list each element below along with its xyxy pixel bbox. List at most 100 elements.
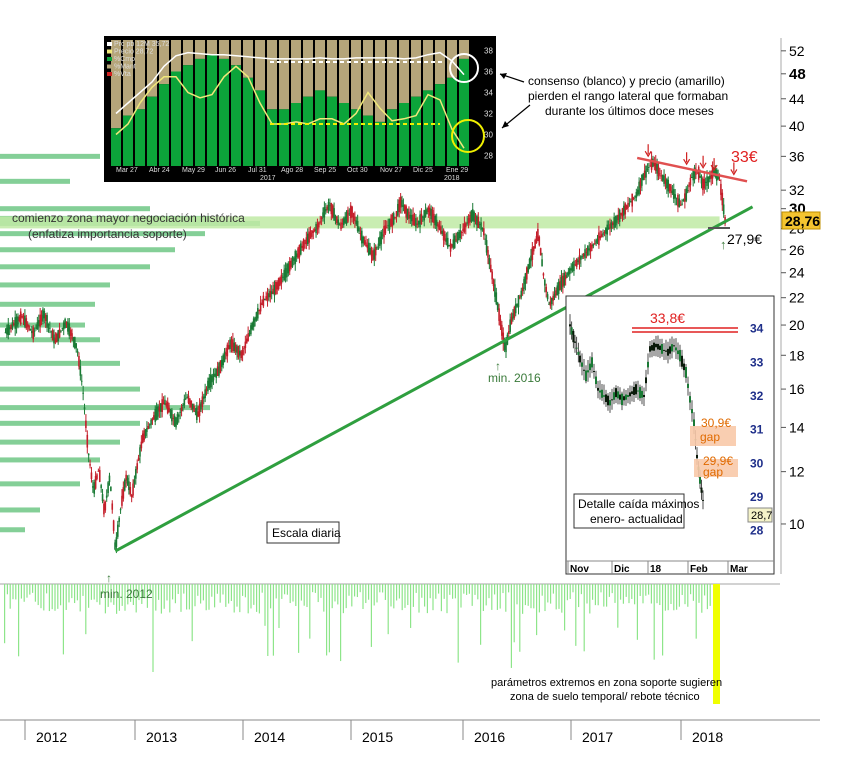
volume-bar: [452, 584, 454, 599]
price-candle-body: [477, 216, 480, 229]
price-candle-body: [186, 396, 188, 398]
price-candle-body: [179, 411, 181, 413]
inset-hold-bar: [279, 40, 289, 110]
price-candle-body: [194, 411, 197, 413]
price-candle-body: [254, 317, 256, 322]
price-candle-body: [417, 221, 420, 225]
price-candle-body: [641, 174, 643, 186]
price-candle-body: [236, 346, 238, 354]
volume-bar: [412, 584, 414, 607]
detail-x-tick: 18: [650, 564, 662, 575]
price-candle-body: [563, 272, 566, 286]
detail-x-tick: Dic: [614, 564, 630, 575]
volume-profile-bar: [0, 527, 25, 533]
volume-bar: [65, 584, 67, 610]
min-2016-label: min. 2016: [488, 371, 541, 385]
price-candle-body: [494, 284, 496, 297]
price-candle-body: [261, 303, 263, 305]
price-candle-body: [157, 406, 159, 417]
volume-bar: [102, 584, 104, 594]
volume-bar: [393, 584, 395, 609]
detail-candle-body: [696, 454, 698, 459]
volume-bar: [110, 584, 112, 603]
price-candle-body: [171, 409, 173, 422]
price-candle-body: [456, 232, 459, 243]
price-candle-body: [718, 179, 721, 181]
price-candle-body: [516, 303, 518, 307]
volume-bar: [508, 584, 510, 593]
price-candle-body: [85, 420, 87, 429]
volume-bar: [267, 584, 269, 656]
price-candle-body: [326, 206, 328, 210]
volume-bar: [174, 584, 176, 604]
price-candle-body: [453, 235, 456, 248]
volume-bar: [155, 584, 157, 611]
inset-hold-bar: [123, 40, 133, 116]
price-candle-body: [262, 295, 265, 307]
inset-x-tick: Mar 27: [116, 167, 138, 174]
volume-bar: [18, 584, 20, 657]
price-candle-body: [678, 198, 681, 208]
volume-bar: [225, 584, 227, 607]
price-candle-body: [686, 190, 689, 192]
y-tick-label: 52: [789, 43, 805, 59]
volume-bar: [292, 584, 294, 602]
volume-bar: [558, 584, 560, 609]
price-candle-body: [318, 222, 320, 228]
volume-bar: [172, 584, 174, 600]
price-candle-body: [46, 315, 48, 328]
red-arrows: [644, 144, 738, 176]
detail-title-box: [573, 493, 685, 529]
price-candle-body: [476, 215, 478, 226]
inset-hold-bar: [159, 40, 169, 85]
price-candle-body: [416, 223, 419, 225]
inset-buy-bar: [375, 121, 385, 166]
price-candle-body: [379, 236, 381, 246]
inset-y-tick: 38: [484, 47, 493, 56]
volume-profile-bar: [0, 337, 100, 343]
x-year-label: 2012: [36, 729, 67, 745]
price-candle-body: [584, 249, 586, 259]
volume-bar: [286, 584, 288, 595]
volume-bar: [522, 584, 524, 614]
price-candle-body: [281, 276, 284, 278]
volume-bar: [698, 584, 700, 603]
price-candle-body: [531, 247, 534, 260]
price-candle-body: [467, 218, 470, 224]
detail-candle-body: [589, 363, 591, 371]
price-candle-body: [384, 225, 387, 234]
volume-bar: [23, 584, 25, 602]
volume-bar: [566, 584, 568, 601]
price-candle-body: [337, 219, 340, 225]
price-candle-body: [574, 264, 577, 266]
price-candle-body: [232, 339, 234, 352]
price-candle-body: [532, 246, 535, 252]
price-candle-body: [29, 329, 32, 331]
volume-bar: [516, 584, 518, 605]
inset-x-tick: May 29: [182, 167, 205, 174]
price-candle-body: [190, 400, 193, 408]
inset-buy-bar: [123, 115, 133, 166]
price-candle-body: [4, 332, 7, 334]
price-candle-body: [635, 191, 638, 198]
volume-bar: [239, 584, 241, 613]
price-candle-body: [677, 194, 679, 207]
price-candle-body: [14, 317, 16, 329]
volume-bar: [138, 584, 140, 601]
price-candle-body: [135, 469, 137, 479]
volume-bar: [583, 584, 585, 652]
price-candle-body: [349, 205, 352, 219]
price-candle-body: [344, 216, 346, 223]
price-candles: [4, 151, 726, 554]
volume-bar: [247, 584, 249, 614]
detail-candle-body: [597, 387, 599, 391]
volume-bar: [550, 584, 552, 604]
price-candle-body: [548, 303, 550, 305]
red-arrow-head: [699, 162, 707, 169]
volume-bar: [636, 584, 638, 640]
volume-bar: [457, 584, 459, 663]
volume-bar: [396, 584, 398, 601]
detail-inset-x-axis: Nov Dic 18 Feb Mar: [567, 561, 748, 575]
price-candle-body: [434, 216, 437, 226]
price-candle-body: [501, 324, 503, 336]
